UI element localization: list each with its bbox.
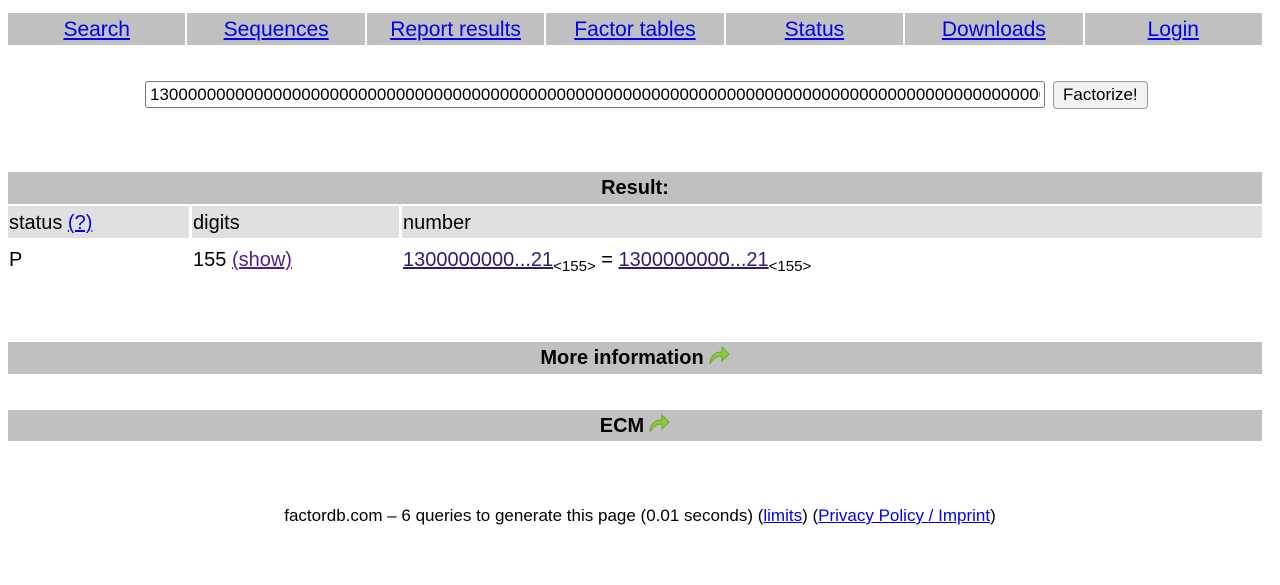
privacy-policy-link[interactable]: Privacy Policy / Imprint <box>818 506 991 525</box>
nav-report-results[interactable]: Report results <box>366 13 545 45</box>
nav-downloads[interactable]: Downloads <box>905 13 1083 45</box>
factor-link[interactable]: 1300000000...21 <box>618 249 769 271</box>
nav-factor-tables[interactable]: Factor tables <box>546 13 724 45</box>
expand-arrow-icon <box>709 346 730 365</box>
more-information-toggle[interactable]: More information <box>8 342 1262 374</box>
nav-search[interactable]: Search <box>8 13 186 45</box>
show-digits-link[interactable]: (show) <box>231 249 292 271</box>
nav-sequences[interactable]: Sequences <box>187 13 365 45</box>
nav-login[interactable]: Login <box>1084 13 1262 45</box>
digits-value: 155 (show) <box>193 249 292 271</box>
nav-status[interactable]: Status <box>725 13 904 45</box>
footer: factordb.com – 6 queries to generate thi… <box>284 506 996 525</box>
expand-arrow-icon <box>649 414 670 433</box>
limits-link[interactable]: limits <box>763 506 803 525</box>
top-nav: Search Sequences Report results Factor t… <box>8 13 1262 45</box>
number-header: number <box>402 206 1262 238</box>
status-value: P <box>9 249 23 271</box>
status-help-link[interactable]: (?) <box>67 212 93 234</box>
ecm-toggle[interactable]: ECM <box>8 410 1262 441</box>
table-row: P 155 (show) 1300000000...21<155> = 1300… <box>8 246 1262 281</box>
number-value: 1300000000...21<155> = 1300000000...21<1… <box>403 249 812 275</box>
result-header: Result: <box>8 172 1262 204</box>
result-table-header: status (?) digits number <box>8 206 1262 238</box>
factorize-button[interactable]: Factorize! <box>1053 81 1148 109</box>
search-form: Factorize! <box>145 81 1148 109</box>
digits-header: digits <box>192 206 399 238</box>
number-input[interactable] <box>145 81 1045 108</box>
number-link[interactable]: 1300000000...21 <box>403 249 554 271</box>
status-header: status (?) <box>8 206 189 238</box>
